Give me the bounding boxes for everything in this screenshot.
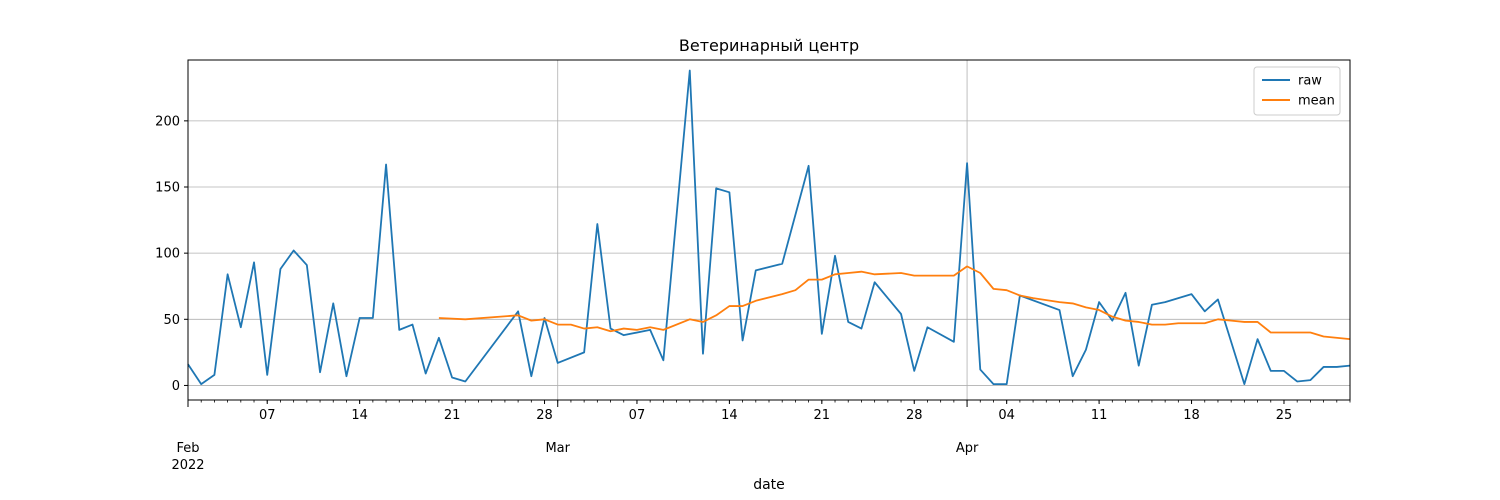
y-tick-label: 50 bbox=[163, 313, 180, 328]
x-week-tick-label: 18 bbox=[1183, 408, 1200, 423]
x-year-label: 2022 bbox=[171, 458, 204, 473]
grid bbox=[188, 60, 1350, 400]
y-tick-label: 150 bbox=[155, 181, 180, 196]
x-week-tick-label: 28 bbox=[906, 408, 923, 423]
y-tick-label: 0 bbox=[172, 379, 180, 394]
x-month-tick-label: Mar bbox=[545, 441, 570, 456]
x-week-tick-label: 14 bbox=[721, 408, 738, 423]
axes: 0 50 100 150 200 07 14 21 28 07 14 21 28 04 11 18 25 Mar A… bbox=[155, 114, 1351, 473]
x-week-tick-label: 21 bbox=[814, 408, 831, 423]
y-tick-label: 100 bbox=[155, 247, 180, 262]
x-week-tick-label: 14 bbox=[351, 408, 368, 423]
x-week-tick-label: 28 bbox=[536, 408, 553, 423]
x-week-tick-label: 07 bbox=[259, 408, 276, 423]
series-line-raw bbox=[187, 69, 1351, 386]
x-month-tick-label: Apr bbox=[956, 441, 979, 456]
chart-title: Ветеринарный центр bbox=[679, 36, 859, 55]
series-layer bbox=[187, 69, 1351, 386]
x-week-tick-label: 21 bbox=[444, 408, 461, 423]
x-month-tick-label: Feb bbox=[176, 441, 199, 456]
x-axis-label: date bbox=[753, 477, 785, 493]
x-week-tick-label: 07 bbox=[629, 408, 646, 423]
legend-label-raw: raw bbox=[1298, 74, 1322, 89]
x-week-tick-label: 11 bbox=[1091, 408, 1108, 423]
legend-label-mean: mean bbox=[1298, 94, 1335, 109]
x-week-tick-label: 25 bbox=[1276, 408, 1293, 423]
legend: raw mean bbox=[1253, 66, 1341, 116]
y-tick-label: 200 bbox=[155, 114, 180, 129]
x-week-tick-label: 04 bbox=[998, 408, 1015, 423]
series-line-mean bbox=[438, 265, 1351, 341]
